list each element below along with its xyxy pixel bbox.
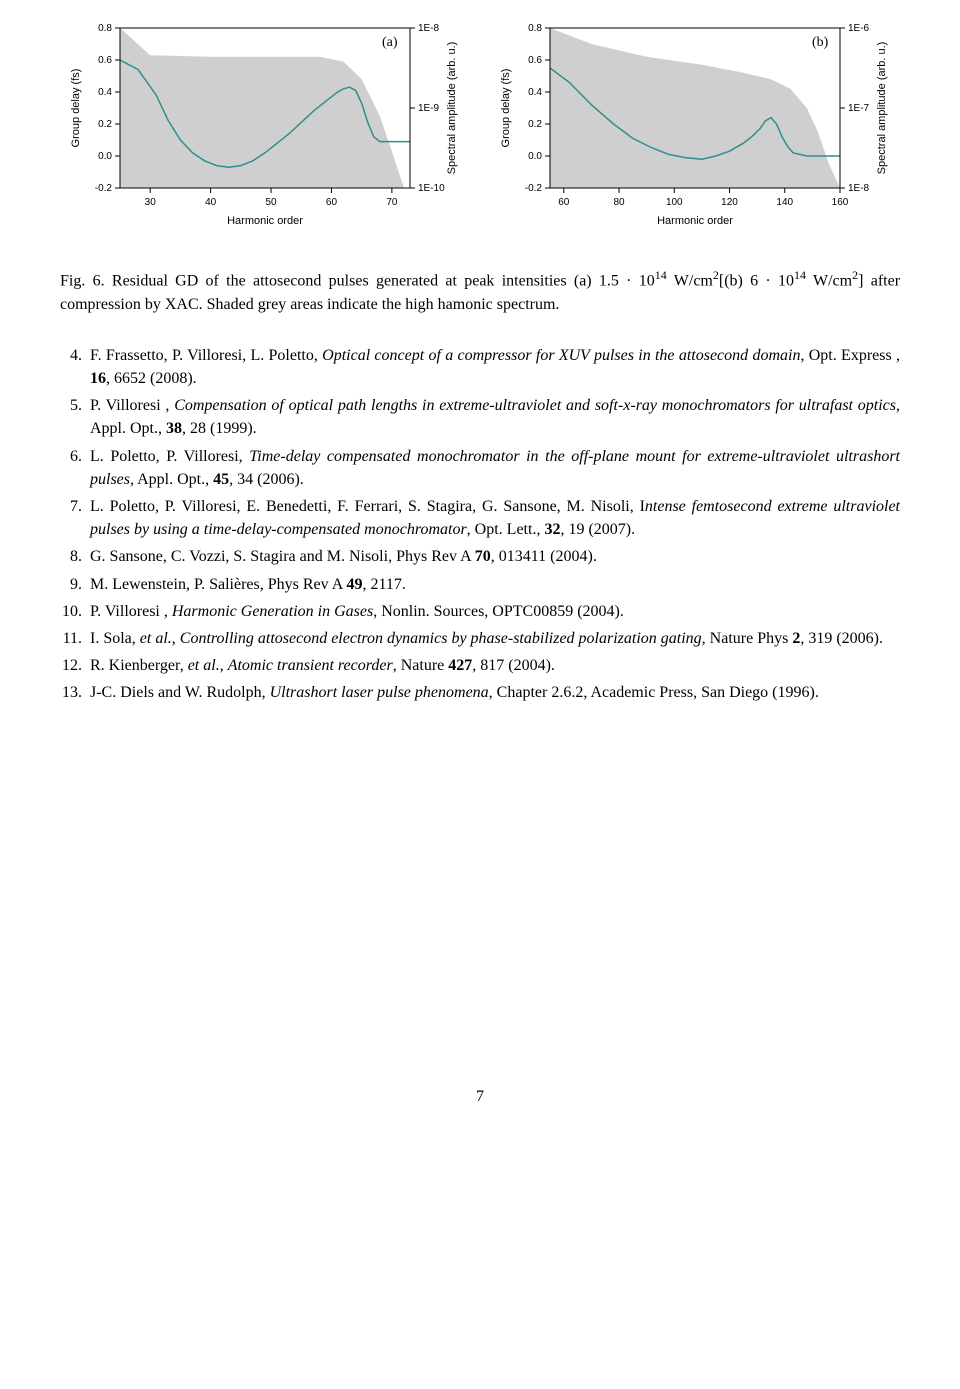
svg-text:0.8: 0.8 [528, 23, 542, 34]
reference-item: F. Frassetto, P. Villoresi, L. Poletto, … [86, 344, 900, 390]
svg-text:40: 40 [205, 197, 217, 208]
svg-text:-0.2: -0.2 [95, 183, 113, 194]
svg-text:Group delay (fs): Group delay (fs) [70, 69, 82, 148]
reference-list: F. Frassetto, P. Villoresi, L. Poletto, … [60, 344, 900, 705]
svg-text:1E-7: 1E-7 [848, 103, 870, 114]
figure-caption: Fig. 6. Residual GD of the attosecond pu… [60, 267, 900, 316]
caption-prefix: Fig. 6. [60, 273, 105, 290]
reference-item: P. Villoresi , Harmonic Generation in Ga… [86, 600, 900, 623]
reference-item: L. Poletto, P. Villoresi, E. Benedetti, … [86, 495, 900, 541]
svg-text:Spectral amplitude (arb. u.): Spectral amplitude (arb. u.) [446, 42, 458, 175]
reference-item: G. Sansone, C. Vozzi, S. Stagira and M. … [86, 545, 900, 568]
svg-text:(b): (b) [812, 35, 829, 50]
svg-text:80: 80 [613, 197, 625, 208]
svg-text:160: 160 [832, 197, 849, 208]
figure-row: 30 40 50 60 70 -0.2 0.0 0.2 0.4 0.6 0.8 1E-10 1E-9 1E… [60, 20, 900, 237]
svg-text:0.6: 0.6 [528, 55, 542, 66]
svg-text:1E-8: 1E-8 [848, 183, 870, 194]
svg-text:1E-10: 1E-10 [418, 183, 445, 194]
svg-text:60: 60 [558, 197, 570, 208]
svg-text:0.2: 0.2 [98, 119, 112, 130]
svg-text:0.0: 0.0 [528, 151, 542, 162]
svg-text:0.6: 0.6 [98, 55, 112, 66]
svg-text:-0.2: -0.2 [525, 183, 543, 194]
reference-item: J-C. Diels and W. Rudolph, Ultrashort la… [86, 681, 900, 704]
page-number: 7 [60, 1085, 900, 1108]
svg-text:0.4: 0.4 [528, 87, 542, 98]
svg-text:50: 50 [265, 197, 277, 208]
svg-text:Harmonic order: Harmonic order [227, 215, 303, 227]
svg-text:30: 30 [145, 197, 157, 208]
svg-text:1E-8: 1E-8 [418, 23, 440, 34]
svg-text:1E-6: 1E-6 [848, 23, 870, 34]
svg-text:1E-9: 1E-9 [418, 103, 440, 114]
svg-text:Spectral amplitude (arb. u.): Spectral amplitude (arb. u.) [876, 42, 888, 175]
reference-item: I. Sola, et al., Controlling attosecond … [86, 627, 900, 650]
svg-text:0.8: 0.8 [98, 23, 112, 34]
reference-item: R. Kienberger, et al., Atomic transient … [86, 654, 900, 677]
svg-text:140: 140 [776, 197, 793, 208]
svg-text:(a): (a) [382, 35, 398, 50]
reference-item: L. Poletto, P. Villoresi, Time-delay com… [86, 445, 900, 491]
svg-text:0.2: 0.2 [528, 119, 542, 130]
svg-text:120: 120 [721, 197, 738, 208]
svg-text:0.4: 0.4 [98, 87, 112, 98]
svg-text:Harmonic order: Harmonic order [657, 215, 733, 227]
svg-text:60: 60 [326, 197, 338, 208]
svg-text:Group delay (fs): Group delay (fs) [500, 69, 512, 148]
svg-text:0.0: 0.0 [98, 151, 112, 162]
reference-item: M. Lewenstein, P. Salières, Phys Rev A 4… [86, 573, 900, 596]
chart-panel-a: 30 40 50 60 70 -0.2 0.0 0.2 0.4 0.6 0.8 1E-10 1E-9 1E… [65, 20, 465, 237]
svg-text:100: 100 [666, 197, 683, 208]
svg-text:70: 70 [386, 197, 398, 208]
reference-item: P. Villoresi , Compensation of optical p… [86, 394, 900, 440]
chart-panel-b: 60 80 100 120 140 160 -0.2 0.0 0.2 0.4 0.6 0.8 1E-8 1… [495, 20, 895, 237]
